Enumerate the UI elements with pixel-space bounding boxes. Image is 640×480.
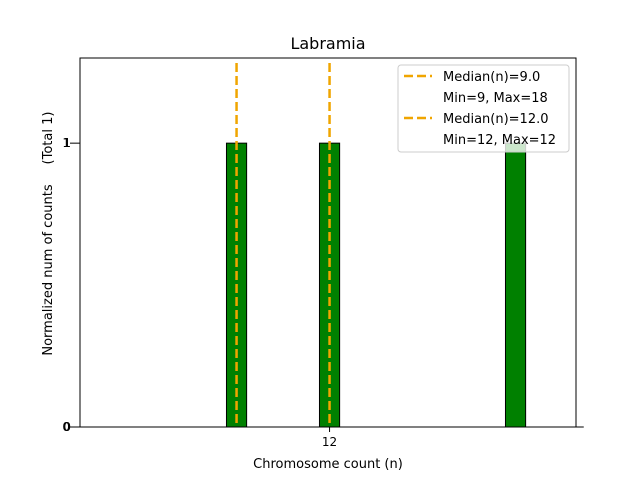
bar-3 — [504, 142, 527, 428]
y-tick-label-1: 0 — [63, 420, 71, 434]
chart-title: Labramia — [290, 34, 365, 53]
x-tick-label-1: 12 — [322, 435, 337, 449]
legend: Median(n)=9.0 Min=9, Max=18 Median(n)=12… — [397, 64, 570, 153]
x-axis-ticks: 12 — [322, 427, 337, 449]
y-outer-tick-label-1: 0 — [62, 420, 70, 434]
y-outer-tick-label-2: 1 — [62, 136, 70, 150]
y-axis-total-note: (Total 1) — [41, 112, 56, 165]
y-axis-label: Normalized num of counts — [41, 184, 56, 355]
x-axis-label: Chromosome count (n) — [253, 457, 403, 472]
plot-area-frame — [79, 57, 577, 428]
legend-box — [397, 64, 570, 153]
legend-label-median-2: Median(n)=12.0 — [443, 112, 549, 127]
legend-sublabel-median-2: Min=12, Max=12 — [443, 133, 556, 148]
y-tick-label-2: 1 — [63, 136, 71, 150]
bars-layer — [190, 142, 584, 428]
median-lines — [235, 63, 331, 427]
legend-sublabel-median-1: Min=9, Max=18 — [443, 91, 548, 106]
legend-label-median-1: Median(n)=9.0 — [443, 70, 540, 85]
